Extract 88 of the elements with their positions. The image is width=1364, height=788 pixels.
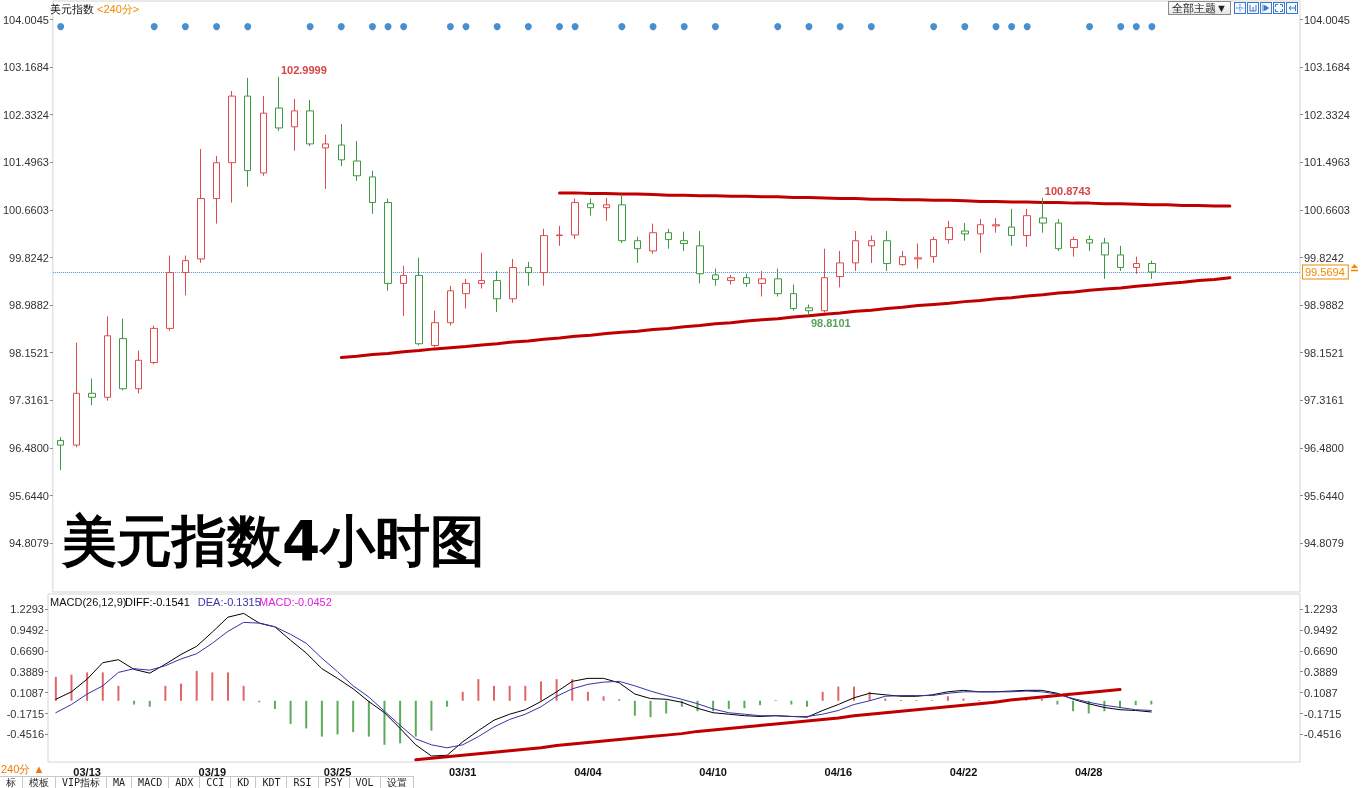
text: 240分 ▲	[1, 762, 45, 776]
bar	[54, 676, 57, 701]
bar	[70, 674, 73, 701]
x-tick-label: 04/28	[1074, 765, 1103, 778]
bar	[586, 691, 589, 701]
bar	[790, 700, 793, 705]
y2-tick-label: 0.1087	[1304, 686, 1338, 699]
bar	[336, 700, 339, 735]
bar	[305, 700, 308, 729]
x-tick-label: 03/25	[323, 765, 352, 778]
bar	[352, 700, 355, 733]
text: ADX	[169, 777, 201, 788]
bar	[821, 691, 824, 701]
x-tick-label: 04/04	[574, 765, 603, 778]
x-tick-label: 04/22	[949, 765, 978, 778]
bar	[211, 672, 214, 701]
text: DIFF:-0.1541	[125, 595, 190, 608]
bar	[946, 696, 949, 701]
text: CCI	[200, 777, 232, 788]
line-series	[414, 688, 1122, 762]
bar	[164, 685, 167, 701]
text: VOL	[349, 777, 381, 788]
y-tick-label: -0.1715	[6, 707, 44, 720]
bar	[383, 700, 386, 745]
bar	[117, 685, 120, 701]
bar	[493, 685, 496, 701]
y2-tick-label: -0.1715	[1304, 707, 1342, 720]
y-tick-label: 1.2293	[10, 602, 44, 615]
bar	[289, 700, 292, 724]
bar	[962, 698, 965, 701]
text: VIP指标	[56, 777, 108, 788]
y-tick-label: 0.9492	[10, 623, 44, 636]
text: RSI	[287, 777, 319, 788]
bar	[367, 700, 370, 737]
chart-title: MACD(26,12,9)	[50, 595, 127, 608]
bar	[461, 691, 464, 701]
text: KD	[231, 777, 257, 788]
y-tick-label: 0.1087	[10, 686, 44, 699]
text: 设置	[380, 777, 414, 788]
bar	[665, 700, 668, 714]
x-tick-label: 04/16	[824, 765, 853, 778]
y-tick-label: 0.6690	[10, 644, 44, 657]
bar	[446, 700, 449, 707]
bar	[884, 698, 887, 701]
bar	[837, 686, 840, 701]
text: KDT	[256, 777, 288, 788]
bar	[539, 681, 542, 701]
bar	[180, 683, 183, 701]
bar	[414, 700, 417, 737]
bar	[320, 700, 323, 737]
bar	[1056, 700, 1059, 705]
bar	[195, 670, 198, 701]
bar	[649, 700, 652, 718]
x-tick-label: 04/10	[699, 765, 727, 778]
series-label: DEA:-0.1315	[197, 595, 261, 608]
x-tick-label: 03/19	[198, 765, 227, 778]
bar	[508, 685, 511, 701]
y-tick-label: 0.3889	[10, 665, 44, 678]
bar	[1072, 700, 1075, 712]
bar	[477, 679, 480, 701]
text: MACD	[132, 777, 170, 788]
bar	[524, 685, 527, 701]
text: 模板	[23, 777, 56, 788]
bar	[633, 700, 636, 716]
bar	[226, 672, 229, 701]
annotation: MACD:-0.0452	[259, 595, 332, 608]
x-tick-label: 03/31	[448, 765, 477, 778]
y2-tick-label: 1.2293	[1304, 602, 1338, 615]
x-tick-label: 03/13	[73, 765, 101, 778]
bar	[430, 700, 433, 731]
bar	[1150, 700, 1153, 705]
bar	[602, 696, 605, 701]
y2-tick-label: 0.3889	[1304, 665, 1338, 678]
bar	[133, 700, 136, 705]
bar	[273, 700, 276, 709]
y-tick-label: -0.4516	[6, 728, 44, 741]
bar	[101, 672, 104, 701]
bar	[727, 700, 730, 709]
y2-tick-label: 0.9492	[1304, 623, 1338, 636]
text: MA	[107, 777, 133, 788]
y2-tick-label: -0.4516	[1304, 728, 1342, 741]
bar	[743, 700, 746, 709]
bar	[242, 685, 245, 701]
bar	[148, 700, 151, 707]
text: 标	[0, 777, 23, 788]
y2-tick-label: 0.6690	[1304, 644, 1338, 657]
text: PSY	[318, 777, 350, 788]
bar	[806, 700, 809, 707]
